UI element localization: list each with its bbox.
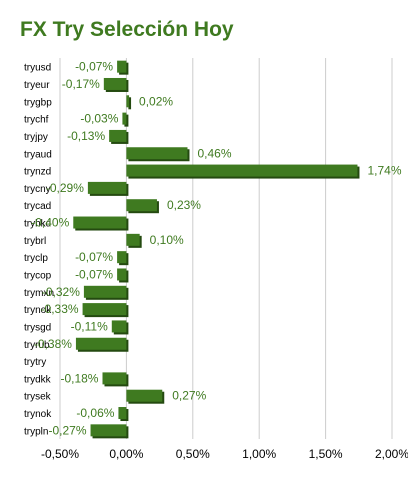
category-label: tryusd xyxy=(24,63,51,74)
category-label: trycad xyxy=(24,201,51,212)
category-label: trynok xyxy=(24,305,52,316)
data-label: 0,23% xyxy=(167,198,201,212)
bar xyxy=(109,129,127,142)
bar xyxy=(126,164,358,177)
category-label: tryrub xyxy=(24,340,50,351)
category-label: trypln xyxy=(24,426,48,437)
data-label: -0,40% xyxy=(31,216,69,230)
data-label: -0,07% xyxy=(75,60,113,74)
bar xyxy=(83,285,127,298)
category-label: trytry xyxy=(24,357,46,368)
chart-title: FX Try Selección Hoy xyxy=(20,18,234,41)
category-label: tryeur xyxy=(24,80,50,91)
bar xyxy=(126,233,140,246)
bar xyxy=(117,60,127,73)
category-label: trycny xyxy=(24,184,51,195)
bar xyxy=(126,199,157,212)
bar-shadow xyxy=(128,97,132,110)
bar xyxy=(103,77,127,90)
data-label: -0,03% xyxy=(80,112,118,126)
label-layer: tryusd -0,07% tryeur -0,17% trygbp 0,02% trych… xyxy=(24,60,402,438)
data-label: -0,33% xyxy=(41,302,79,316)
data-label: 1,74% xyxy=(367,164,401,178)
category-label: trychf xyxy=(24,115,49,126)
bar xyxy=(118,407,127,420)
axis-layer: -0,50% 0,00% 0,50% 1,00% 1,50% 2,00% xyxy=(41,447,408,461)
grid-layer xyxy=(59,58,393,439)
data-label: -0,27% xyxy=(49,423,87,437)
category-label: trydkk xyxy=(24,374,52,385)
category-label: tryaud xyxy=(24,149,52,160)
bar xyxy=(82,303,127,316)
data-label: 0,27% xyxy=(172,389,206,403)
bar xyxy=(126,95,130,108)
data-label: -0,13% xyxy=(67,129,105,143)
bar xyxy=(75,337,127,350)
x-tick-label: 0,50% xyxy=(176,447,210,461)
data-label: -0,18% xyxy=(60,371,98,385)
category-label: trysek xyxy=(24,392,52,403)
x-tick-label: -0,50% xyxy=(41,447,79,461)
data-label: -0,32% xyxy=(42,285,80,299)
data-label: -0,07% xyxy=(75,250,113,264)
data-label: -0,11% xyxy=(71,319,108,333)
data-label: -0,07% xyxy=(75,267,113,281)
category-label: tryjpy xyxy=(24,132,48,143)
data-label: -0,29% xyxy=(46,181,84,195)
bar xyxy=(126,147,188,160)
data-label: -0,06% xyxy=(76,406,114,420)
bar xyxy=(87,181,127,194)
category-label: trynok xyxy=(24,409,52,420)
x-tick-label: 1,50% xyxy=(309,447,343,461)
data-label: 0,46% xyxy=(197,146,231,160)
category-label: trymxn xyxy=(24,288,54,299)
category-label: tryclp xyxy=(24,253,48,264)
bar xyxy=(73,216,127,229)
category-label: trygbp xyxy=(24,97,52,108)
bar xyxy=(126,389,163,402)
data-label: -0,38% xyxy=(34,337,72,351)
bar xyxy=(117,268,127,281)
bar-layer xyxy=(73,60,360,439)
category-label: trysgd xyxy=(24,322,51,333)
x-tick-label: 0,00% xyxy=(109,447,143,461)
data-label: -0,17% xyxy=(62,77,100,91)
category-label: trynzd xyxy=(24,167,51,178)
data-label: 0,10% xyxy=(150,233,184,247)
bar xyxy=(111,320,127,333)
x-tick-label: 1,00% xyxy=(242,447,276,461)
data-label: 0,02% xyxy=(139,94,173,108)
category-label: trybrl xyxy=(24,236,46,247)
bar xyxy=(122,112,127,125)
category-label: trycop xyxy=(24,270,52,281)
bar xyxy=(117,251,127,264)
bar xyxy=(102,372,127,385)
bar-shadow xyxy=(124,114,129,127)
x-tick-label: 2,00% xyxy=(375,447,408,461)
category-label: tryhkd xyxy=(24,219,51,230)
bar xyxy=(90,424,127,437)
